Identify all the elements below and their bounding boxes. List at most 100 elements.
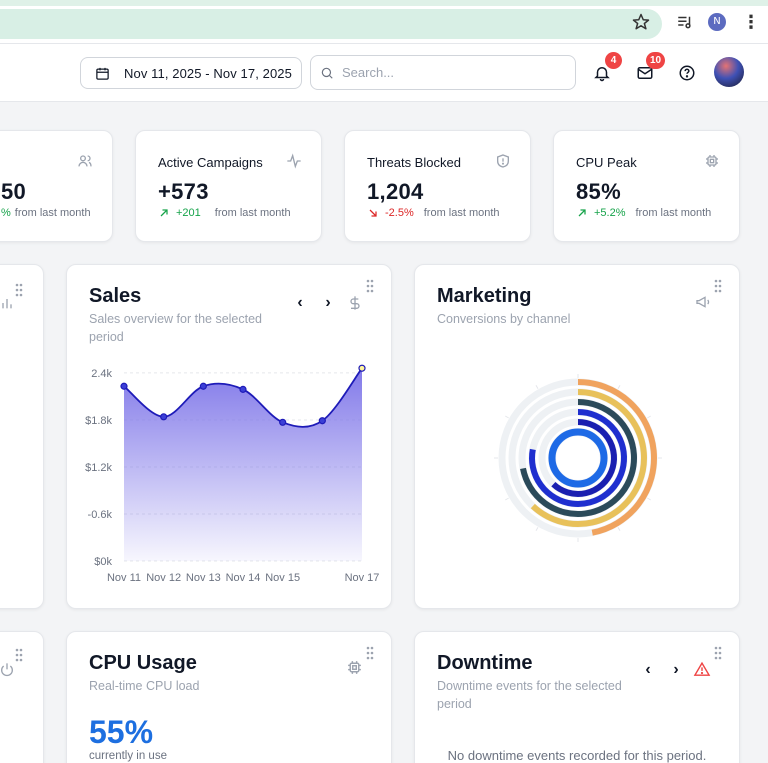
sales-subtitle: Sales overview for the selected period <box>89 310 262 346</box>
messages-badge: 10 <box>646 52 666 69</box>
sales-area <box>124 368 362 561</box>
partial-widget-left-bottom <box>0 631 44 763</box>
downtime-subtitle-line1: Downtime events for the selected <box>437 679 622 693</box>
arrow-up-right-icon <box>578 209 586 217</box>
y-tick-label: $0k <box>94 556 112 568</box>
stat-title: Threats Blocked <box>367 155 461 170</box>
radial-bar <box>577 379 657 536</box>
address-bar[interactable] <box>0 9 662 39</box>
drag-handle-icon[interactable] <box>15 648 23 662</box>
drag-handle-icon[interactable] <box>714 279 722 293</box>
marketing-title: Marketing <box>437 285 532 307</box>
drag-handle-icon[interactable] <box>366 279 374 293</box>
sales-point <box>239 385 247 393</box>
stat-change-pct: % <box>1 207 11 219</box>
sales-subtitle-line1: Sales overview for the selected <box>89 312 263 326</box>
bookmark-star-icon[interactable] <box>632 13 650 31</box>
activity-icon <box>287 153 301 169</box>
next-period-button[interactable]: › <box>673 661 679 678</box>
sales-point <box>358 364 366 372</box>
drag-handle-icon[interactable] <box>366 646 374 660</box>
prev-period-button[interactable]: ‹ <box>645 661 651 678</box>
stat-value: +573 <box>158 179 209 204</box>
radial-tick <box>647 497 651 501</box>
stat-card-threats-blocked: Threats Blocked 1,204 -2.5% from last mo… <box>344 130 531 242</box>
stat-change: +201 from last month <box>158 207 291 219</box>
stat-change: +5.2% from last month <box>576 207 711 219</box>
stat-title: Active Campaigns <box>158 155 263 170</box>
downtime-title: Downtime <box>437 652 533 674</box>
prev-period-button[interactable]: ‹ <box>297 294 303 311</box>
cpu-usage-title: CPU Usage <box>89 652 197 674</box>
y-tick-label: $1.2k <box>85 462 112 474</box>
sales-area-chart: 2.4k $1.8k $1.2k -0.6k $0k Nov 11 Nov 12 Nov 13… <box>85 364 380 584</box>
radial-bar <box>520 399 637 517</box>
calendar-icon <box>96 67 109 80</box>
radial-bar <box>551 419 617 497</box>
dollar-icon <box>350 296 360 310</box>
stat-change-sub: from last month <box>423 207 500 219</box>
media-queue-icon[interactable] <box>676 13 694 31</box>
search-input[interactable] <box>342 65 562 80</box>
sales-point <box>279 418 287 426</box>
x-tick-label: Nov 13 <box>186 572 221 584</box>
drag-handle-icon[interactable] <box>714 646 722 660</box>
stat-value: 50 <box>1 179 27 204</box>
sales-subtitle-line2: period <box>89 330 124 344</box>
app-header: Nov 11, 2025 - Nov 17, 2025 4 10 <box>0 44 768 102</box>
help-icon[interactable] <box>678 64 696 82</box>
downtime-subtitle-line2: period <box>437 697 472 711</box>
next-period-button[interactable]: › <box>325 294 331 311</box>
stat-change: -2.5% from last month <box>367 207 500 219</box>
radial-tick <box>617 527 621 531</box>
stat-card-active-campaigns: Active Campaigns +573 +201 from last mon… <box>135 130 322 242</box>
stat-change-sub: from last month <box>14 207 91 219</box>
stat-change-pct: +5.2% <box>594 207 626 219</box>
stat-title: CPU Peak <box>576 155 637 170</box>
x-tick-label: Nov 14 <box>226 572 261 584</box>
stat-change-sub: from last month <box>635 207 712 219</box>
sales-point <box>160 413 168 421</box>
user-avatar[interactable] <box>714 57 744 87</box>
stat-card-users: 50 % from last month <box>0 130 113 242</box>
x-tick-label: Nov 11 <box>107 572 141 584</box>
shield-icon <box>497 154 509 168</box>
drag-handle-icon[interactable] <box>15 283 23 297</box>
radial-tick <box>535 527 539 531</box>
radial-bar <box>530 389 647 527</box>
date-range-picker[interactable]: Nov 11, 2025 - Nov 17, 2025 <box>80 57 302 89</box>
date-range-label: Nov 11, 2025 - Nov 17, 2025 <box>124 65 292 81</box>
profile-avatar[interactable]: N <box>708 13 726 31</box>
sales-point <box>120 382 128 390</box>
radial-bar <box>529 409 627 507</box>
sales-point <box>199 382 207 390</box>
x-tick-label: Nov 15 <box>265 572 300 584</box>
radial-tick <box>647 415 651 419</box>
downtime-subtitle: Downtime events for the selected period <box>437 677 622 713</box>
sales-title: Sales <box>89 285 142 307</box>
bell-icon[interactable] <box>593 64 611 82</box>
x-tick-label: Nov 17 <box>345 572 380 584</box>
y-tick-label: $1.8k <box>85 415 112 427</box>
stat-value: 1,204 <box>367 179 424 204</box>
megaphone-icon <box>696 296 710 308</box>
stat-change-pct: +201 <box>176 207 201 219</box>
arrow-down-right-icon <box>369 209 377 217</box>
arrow-up-right-icon <box>160 209 168 217</box>
search-box[interactable] <box>310 55 576 90</box>
x-tick-label: Nov 12 <box>146 572 181 584</box>
bar-chart-icon <box>2 299 12 309</box>
cpu-icon <box>706 155 718 167</box>
browser-menu-icon[interactable]: ⋮ <box>742 12 760 32</box>
sales-point <box>318 417 326 425</box>
marketing-subtitle: Conversions by channel <box>437 312 571 326</box>
stat-change: % from last month <box>1 207 91 219</box>
mail-icon[interactable] <box>636 64 654 82</box>
marketing-card: Marketing Conversions by channel <box>414 264 740 609</box>
notifications-badge: 4 <box>605 52 622 69</box>
cpu-icon <box>348 661 361 674</box>
cpu-usage-card: CPU Usage Real-time CPU load 55% current… <box>66 631 392 763</box>
users-icon <box>78 155 92 167</box>
radial-tick <box>505 497 509 501</box>
power-icon <box>1 663 13 677</box>
